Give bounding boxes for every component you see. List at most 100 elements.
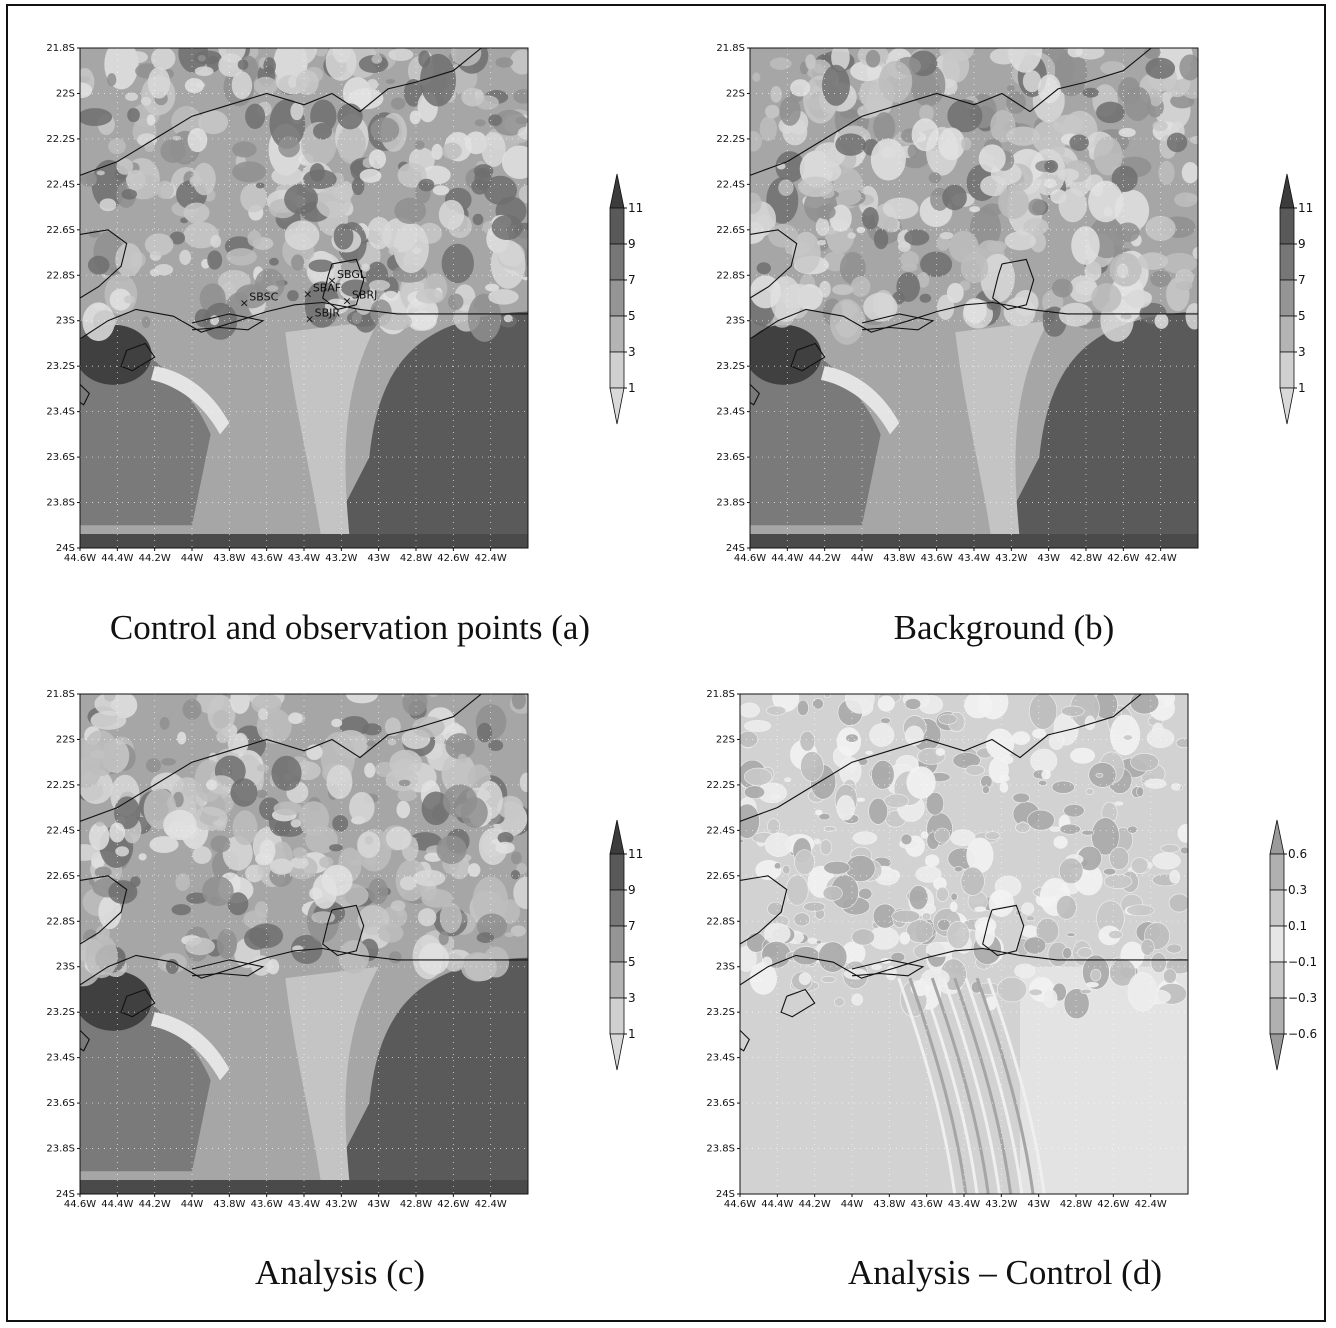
coastline-0 <box>750 48 1152 176</box>
x-tick-label: 43.8W <box>873 1199 905 1210</box>
x-tick-label: 43.2W <box>325 553 357 564</box>
y-tick-label: 22.6S <box>716 225 745 236</box>
x-tick-label: 43W <box>367 1199 390 1210</box>
coastline-3 <box>992 258 1035 310</box>
coastline-3 <box>322 904 365 956</box>
colorbar-label: 5 <box>1298 309 1306 323</box>
x-tick-label: 44.2W <box>139 1199 171 1210</box>
y-tick-label: 21.8S <box>46 43 75 54</box>
coastline-1 <box>750 301 1198 340</box>
y-tick-label: 22S <box>56 734 75 745</box>
y-tick-label: 24S <box>716 1189 735 1200</box>
y-tick-label: 22.8S <box>46 916 75 927</box>
coastline-0 <box>740 694 1142 822</box>
panel-c: 21.8S 22S 22.2S 22.4S 22.6S 22.8S 23S 23.2S 23.4… <box>34 686 643 1210</box>
x-tick-label: 43.6W <box>251 1199 283 1210</box>
panel-d: 21.8S 22S 22.2S 22.4S 22.6S 22.8S 23S 23.2S 23.4… <box>694 686 1317 1210</box>
colorbar-label: 11 <box>628 201 643 215</box>
x-tick-label: 43.4W <box>288 1199 320 1210</box>
colorbar-label: 3 <box>1298 345 1306 359</box>
x-tick-label: 44.6W <box>64 553 96 564</box>
obs-marker: × <box>303 287 312 300</box>
colorbar-label: 9 <box>1298 237 1306 251</box>
x-tick-label: 42.4W <box>475 1199 507 1210</box>
y-tick-label: 23S <box>716 962 735 973</box>
colorbar-label: 1 <box>628 1027 636 1041</box>
obs-label-sbrj: SBRJ <box>352 288 377 301</box>
y-tick-label: 22S <box>726 88 745 99</box>
x-tick-label: 43.2W <box>995 553 1027 564</box>
y-tick-label: 23S <box>56 316 75 327</box>
colorbar-label: 11 <box>628 847 643 861</box>
colorbar-label: 9 <box>628 883 636 897</box>
colorbar: 11 9 7 5 3 1 <box>609 173 643 425</box>
y-tick-label: 22.2S <box>46 780 75 791</box>
y-tick-label: 21.8S <box>706 689 735 700</box>
map-d: 21.8S 22S 22.2S 22.4S 22.6S 22.8S 23S 23.2S 23.4… <box>706 689 1317 1210</box>
caption-d: Analysis – Control (d) <box>847 1253 1162 1292</box>
coastline-3 <box>322 258 365 310</box>
x-tick-label: 43.2W <box>325 1199 357 1210</box>
colorbar-label: 3 <box>628 991 636 1005</box>
y-tick-label: 23.6S <box>46 1098 75 1109</box>
y-tick-label: 22.8S <box>716 270 745 281</box>
x-tick-label: 42.8W <box>400 1199 432 1210</box>
y-tick-label: 23.6S <box>46 452 75 463</box>
obs-marker: × <box>240 297 249 310</box>
y-tick-label: 22.4S <box>46 825 75 836</box>
y-tick-label: 24S <box>56 543 75 554</box>
colorbar-label: 7 <box>628 273 636 287</box>
x-tick-label: 43W <box>1037 553 1060 564</box>
colorbar: 11 9 7 5 3 1 <box>1279 173 1313 425</box>
coastline-3 <box>982 904 1025 956</box>
x-tick-label: 44W <box>181 1199 204 1210</box>
y-tick-label: 23.2S <box>46 361 75 372</box>
map-c: 21.8S 22S 22.2S 22.4S 22.6S 22.8S 23S 23.2S 23.4… <box>46 689 643 1210</box>
x-tick-label: 44.6W <box>64 1199 96 1210</box>
colorbar-label: 3 <box>628 345 636 359</box>
coastline-6 <box>750 384 760 406</box>
colorbar-label: −0.6 <box>1288 1027 1317 1041</box>
caption-c: Analysis (c) <box>254 1253 426 1292</box>
colorbar: 11 9 7 5 3 1 <box>609 819 643 1071</box>
coastline-5 <box>851 959 925 977</box>
y-tick-label: 23S <box>726 316 745 327</box>
x-tick-label: 43.4W <box>958 553 990 564</box>
obs-marker: × <box>327 274 336 287</box>
coastline-4 <box>790 342 826 372</box>
figure-frame <box>6 4 1326 1322</box>
coastline-0 <box>80 48 482 176</box>
colorbar-label: 11 <box>1298 201 1313 215</box>
x-tick-label: 43.6W <box>251 553 283 564</box>
y-tick-label: 23.4S <box>46 407 75 418</box>
y-tick-label: 24S <box>56 1189 75 1200</box>
coastline-6 <box>80 384 90 406</box>
y-tick-label: 22.2S <box>46 134 75 145</box>
x-tick-label: 42.6W <box>1107 553 1139 564</box>
y-tick-label: 23.2S <box>46 1007 75 1018</box>
x-tick-label: 42.8W <box>400 553 432 564</box>
colorbar-label: 7 <box>628 919 636 933</box>
y-tick-label: 22.6S <box>706 871 735 882</box>
obs-label-sbjr: SBJR <box>315 306 341 319</box>
y-tick-label: 23.8S <box>706 1144 735 1155</box>
y-tick-label: 23.6S <box>716 452 745 463</box>
x-tick-label: 42.4W <box>475 553 507 564</box>
y-tick-label: 22.4S <box>716 179 745 190</box>
y-tick-label: 22.6S <box>46 225 75 236</box>
coastline-2 <box>740 875 788 945</box>
y-tick-label: 23.4S <box>706 1053 735 1064</box>
obs-marker: × <box>342 294 351 307</box>
field-shading <box>750 48 1198 548</box>
coastline-4 <box>120 342 156 372</box>
x-tick-label: 44W <box>841 1199 864 1210</box>
x-tick-label: 43.8W <box>213 553 245 564</box>
coastline-4 <box>120 988 156 1018</box>
panel-b: 21.8S 22S 22.2S 22.4S 22.6S 22.8S 23S 23.2S 23.4… <box>704 40 1313 564</box>
y-tick-label: 23S <box>56 962 75 973</box>
x-tick-label: 44.2W <box>799 1199 831 1210</box>
caption-b: Background (b) <box>893 608 1115 647</box>
x-tick-label: 44W <box>851 553 874 564</box>
colorbar-label: 5 <box>628 309 636 323</box>
coastline-6 <box>80 1030 90 1052</box>
